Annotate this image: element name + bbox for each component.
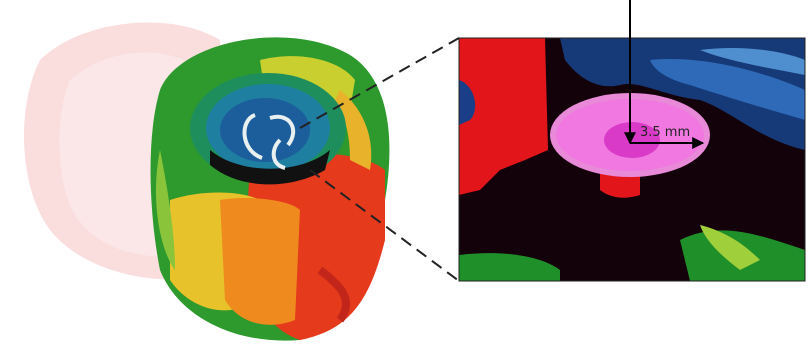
page: {"inset": {"scale_label": "3.5 mm"}} bbox=[0, 0, 812, 358]
scale-label: 3.5 mm bbox=[640, 125, 690, 140]
heart-model bbox=[151, 37, 390, 340]
inset bbox=[459, 38, 805, 281]
figure: 3.5 mm bbox=[0, 0, 812, 358]
